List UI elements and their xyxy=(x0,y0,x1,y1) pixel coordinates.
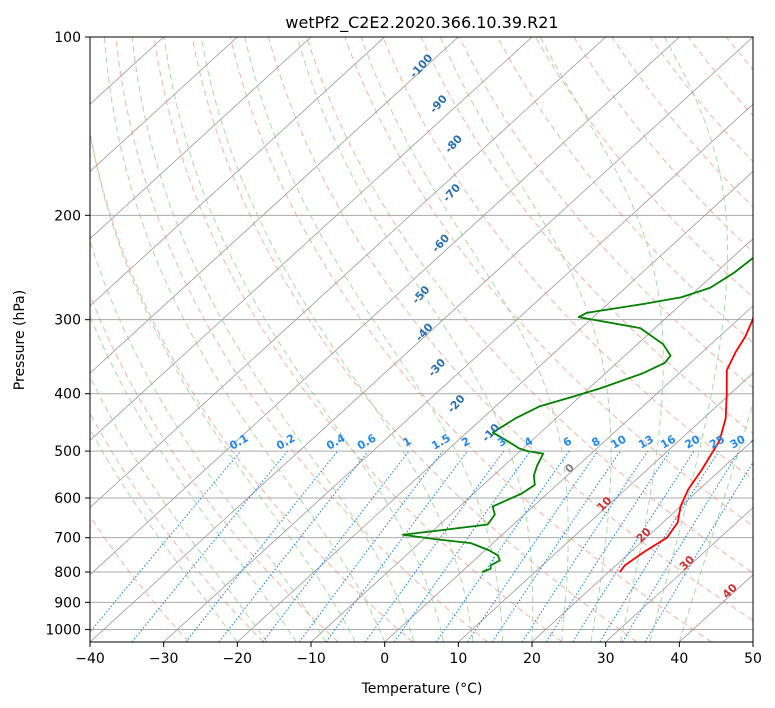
x-tick-label: 20 xyxy=(523,651,541,667)
y-tick-label: 600 xyxy=(54,491,81,507)
moist-adiabat xyxy=(678,401,753,642)
mixing-ratio-line xyxy=(185,450,338,642)
moist-adiabat xyxy=(439,37,612,642)
isotherm-line xyxy=(90,37,238,172)
dry-adiabat xyxy=(153,37,563,642)
dry-adiabat xyxy=(90,412,264,642)
mixing-ratio-line xyxy=(131,450,289,642)
x-tick-label: 50 xyxy=(744,651,762,667)
x-tick-label: −30 xyxy=(149,651,179,667)
y-tick-label: 800 xyxy=(54,565,81,581)
isotherm-line xyxy=(90,37,385,307)
isotherm-line xyxy=(90,37,459,374)
mixing-ratio-line xyxy=(572,450,695,642)
x-tick-label: 0 xyxy=(380,651,389,667)
y-tick-label: 1000 xyxy=(45,622,81,638)
x-tick-label: 40 xyxy=(670,651,688,667)
y-tick-label: 500 xyxy=(54,444,81,460)
dry-adiabat xyxy=(344,37,753,527)
moist-adiabat xyxy=(90,428,238,642)
isotherm-line xyxy=(605,507,753,642)
isotherm-line xyxy=(310,238,753,642)
dry-adiabat xyxy=(382,37,753,481)
isotherm-line xyxy=(90,37,533,441)
x-tick-label: −40 xyxy=(75,651,105,667)
mixing-ratio-line xyxy=(325,450,468,642)
mixing-ratio-line xyxy=(393,450,531,642)
mixing-ratio-line xyxy=(545,450,671,642)
dewpoint-profile xyxy=(401,256,753,573)
mixing-ratio-line xyxy=(90,450,242,633)
mixing-ratio-label: 36 xyxy=(748,432,768,451)
moist-adiabat xyxy=(244,37,504,642)
dry-adiabat xyxy=(90,131,414,642)
moist-adiabat xyxy=(90,129,356,642)
x-tick-label: −10 xyxy=(296,651,326,667)
moist-adiabat xyxy=(131,37,415,642)
dry-adiabat xyxy=(191,37,638,642)
isotherm-line xyxy=(90,37,606,509)
x-tick-label: −20 xyxy=(223,651,253,667)
moist-adiabat xyxy=(296,37,534,642)
moist-adiabat xyxy=(90,314,297,642)
y-tick-label: 200 xyxy=(54,208,81,224)
dry-adiabat xyxy=(90,293,339,642)
isotherm-line xyxy=(163,103,753,642)
moist-adiabat xyxy=(90,375,268,642)
isotherm-line xyxy=(237,170,753,642)
dry-adiabat xyxy=(420,37,753,435)
mixing-ratio-line xyxy=(262,450,410,642)
x-tick-label: 30 xyxy=(597,651,615,667)
moist-adiabat xyxy=(163,37,445,642)
dry-adiabat xyxy=(268,37,753,622)
moist-adiabat xyxy=(539,37,664,642)
moist-adiabat xyxy=(360,37,569,642)
y-tick-label: 300 xyxy=(54,313,81,329)
isotherm-line xyxy=(458,372,753,642)
x-tick-label: 10 xyxy=(449,651,467,667)
dry-adiabat xyxy=(573,37,753,253)
chart-title: wetPf2_C2E2.2020.366.10.39.R21 xyxy=(285,13,558,33)
moist-adiabat xyxy=(200,37,474,642)
mixing-ratio-line xyxy=(435,450,570,642)
isotherm-line xyxy=(531,439,753,642)
mixing-ratio-line xyxy=(621,450,740,642)
dry-adiabat xyxy=(115,37,488,642)
isotherm-line xyxy=(90,37,753,642)
dry-adiabat xyxy=(229,37,712,642)
moist-adiabat xyxy=(103,37,386,642)
dry-adiabat xyxy=(306,37,753,574)
axis-ticks: −40 −30 −20 −10 0 10 20 30 40 50 100 200 300 400 500 60… xyxy=(45,30,762,667)
mixing-ratio-line xyxy=(298,450,444,642)
isotherm-line xyxy=(384,305,753,642)
isotherm-line xyxy=(90,37,312,240)
dry-adiabat xyxy=(458,37,753,389)
y-tick-label: 100 xyxy=(54,30,81,46)
y-axis-label: Pressure (hPa) xyxy=(12,290,28,390)
mixing-ratio-line xyxy=(521,450,649,642)
dry-adiabat xyxy=(649,37,753,163)
isotherm-line xyxy=(90,37,680,576)
y-tick-label: 700 xyxy=(54,531,81,547)
y-tick-label: 400 xyxy=(54,387,81,403)
y-tick-label: 900 xyxy=(54,595,81,611)
plot-frame xyxy=(89,36,754,643)
dry-adiabat xyxy=(496,37,753,344)
moist-adiabat xyxy=(90,239,327,642)
x-axis-label: Temperature (°C) xyxy=(361,681,483,697)
mixing-ratio-line xyxy=(364,450,505,642)
